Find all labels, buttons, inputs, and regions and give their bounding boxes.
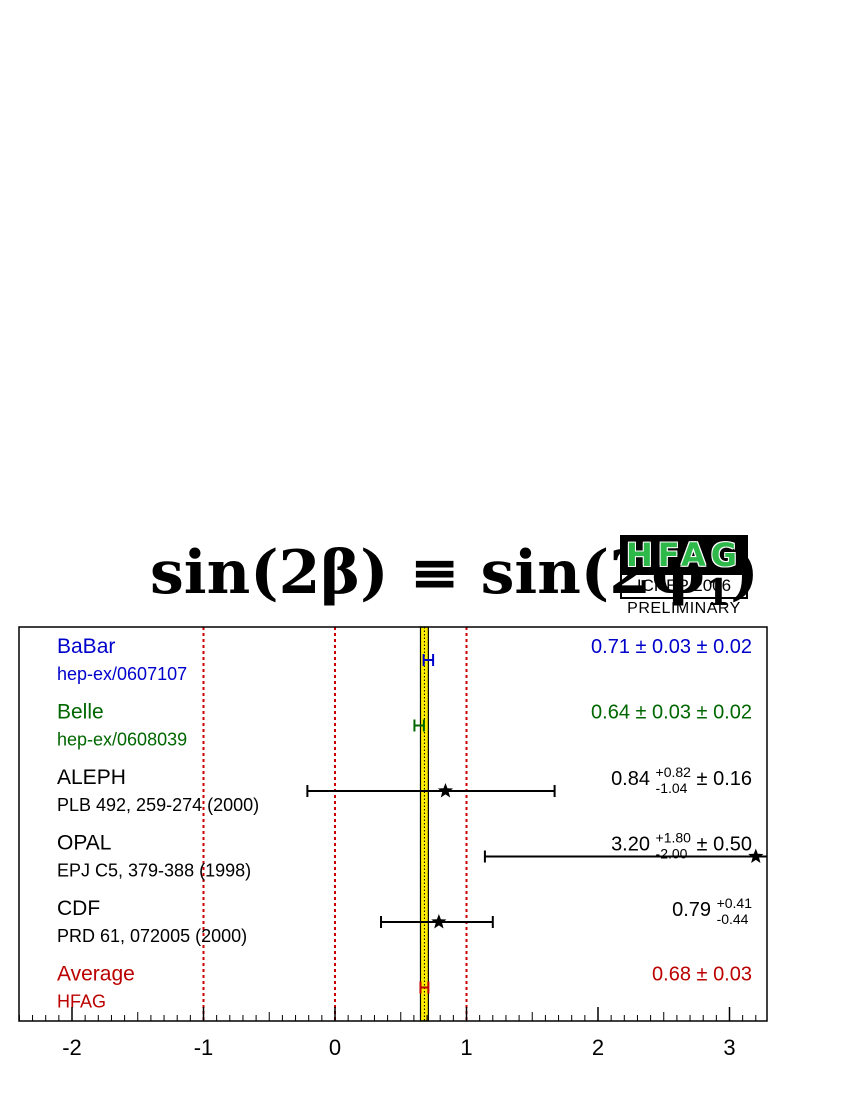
entry-value-label: 0.79 +0.41 bbox=[672, 895, 752, 921]
plot-frame bbox=[18, 626, 768, 1022]
entry-value-label: 0.84 +0.82 ± 0.16 bbox=[611, 764, 752, 790]
entry-value-label: 0.64 ± 0.03 ± 0.02 bbox=[591, 702, 752, 724]
average-band-layer bbox=[419, 626, 429, 1022]
data-point-star bbox=[748, 848, 764, 863]
data-point-star bbox=[437, 783, 454, 798]
entry-reference: EPJ C5, 379-388 (1998) bbox=[57, 861, 251, 881]
value-asym-errors: +0.41 bbox=[717, 895, 753, 911]
x-axis: -2 -1 0 1 2 3 bbox=[18, 1007, 757, 1060]
value-central: 0.84 bbox=[611, 768, 655, 790]
value-err-down-text: -2.00 bbox=[656, 846, 688, 862]
value-central: 0.79 bbox=[672, 899, 716, 921]
value-err-up: +0.82 bbox=[656, 764, 692, 780]
data-point-star bbox=[431, 914, 447, 929]
entry-value-label: 0.71 ± 0.03 ± 0.02 bbox=[591, 636, 752, 658]
entry-name: CDF bbox=[57, 897, 100, 920]
logo-conference: ICHEP 2006 bbox=[620, 575, 748, 599]
entry-name: OPAL bbox=[57, 832, 111, 855]
entry-name: Belle bbox=[57, 701, 104, 724]
entry-reference: PRD 61, 072005 (2000) bbox=[57, 926, 247, 946]
entry-reference: hep-ex/0608039 bbox=[57, 730, 187, 750]
logo-status: PRELIMINARY bbox=[627, 600, 741, 617]
value-err-up: +1.80 bbox=[656, 830, 692, 846]
value-syst-error: ± 0.16 bbox=[691, 768, 752, 790]
x-tick-label: -1 bbox=[194, 1035, 214, 1060]
value-asym-errors: +0.82 bbox=[656, 764, 692, 780]
logo-name: HFAG bbox=[620, 535, 748, 575]
x-tick-label: 3 bbox=[723, 1035, 735, 1060]
entry-name: BaBar bbox=[57, 635, 115, 658]
entry-reference: PLB 492, 259-274 (2000) bbox=[57, 795, 259, 815]
entry-name: ALEPH bbox=[57, 766, 126, 789]
entry-reference: HFAG bbox=[57, 992, 106, 1012]
value-err-up: +0.41 bbox=[717, 895, 753, 911]
value-central: 3.20 bbox=[611, 834, 655, 856]
entry-value-label: 3.20 +1.80 ± 0.50 bbox=[611, 830, 752, 856]
x-tick-label: -2 bbox=[62, 1035, 82, 1060]
entry-labels-layer: BaBar hep-ex/0607107 0.71 ± 0.03 ± 0.02 Bel… bbox=[57, 635, 752, 1012]
value-asym-errors: +1.80 bbox=[656, 830, 692, 846]
entry-reference: hep-ex/0607107 bbox=[57, 664, 187, 684]
x-tick-label: 1 bbox=[460, 1035, 472, 1060]
hfag-logo: HFAG ICHEP 2006 PRELIMINARY bbox=[620, 535, 748, 619]
x-tick-label: 0 bbox=[329, 1035, 341, 1060]
value-err-down-text: -0.44 bbox=[717, 911, 749, 927]
value-syst-error: ± 0.50 bbox=[691, 834, 752, 856]
chart-title: sin(2β) ≡ sin(2φ1) bbox=[150, 538, 759, 616]
entry-name: Average bbox=[57, 963, 135, 986]
entry-value-label: 0.68 ± 0.03 bbox=[652, 964, 752, 986]
value-err-down-text: -1.04 bbox=[656, 780, 688, 796]
x-tick-label: 2 bbox=[592, 1035, 604, 1060]
title-main: sin(2β) ≡ sin(2φ bbox=[150, 538, 706, 608]
title-subscript: 1 bbox=[705, 572, 731, 614]
error-bars-layer bbox=[306, 654, 767, 994]
